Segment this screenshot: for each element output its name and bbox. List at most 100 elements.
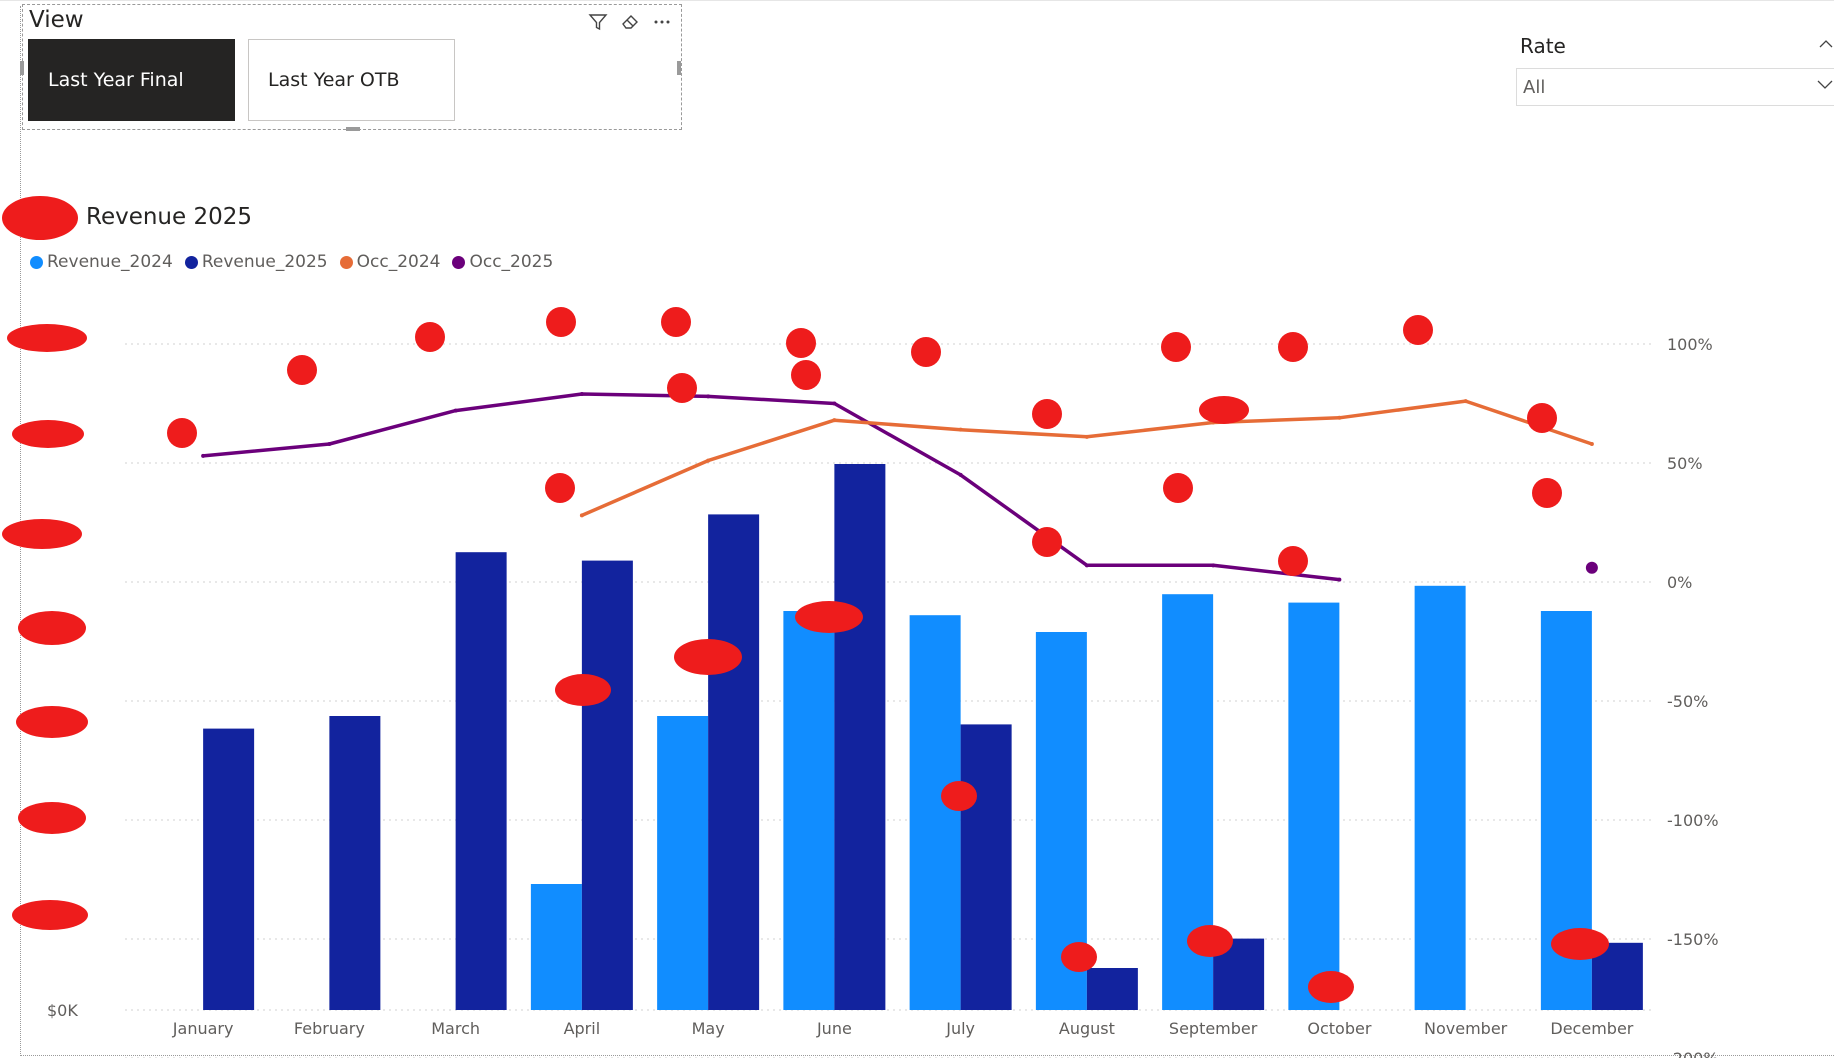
last-year-final-button[interactable]: Last Year Final [28,39,235,121]
redaction-mark [545,473,575,503]
lines [201,391,1598,582]
bar-revenue-2025 [203,728,255,1010]
bar-revenue-2024 [783,611,835,1010]
redaction-mark [1163,473,1193,503]
redaction-mark [1032,399,1062,429]
slicer-toolbar [587,11,673,33]
resize-handle-bottom[interactable] [346,127,360,131]
redaction-mark [415,322,445,352]
right-axis-tick-label: -50% [1667,692,1708,711]
bar-revenue-2025 [960,724,1012,1010]
chart-legend: Revenue_2024 Revenue_2025 Occ_2024 Occ_2… [30,252,553,272]
bar-revenue-2025 [834,464,886,1010]
line-point [1084,563,1089,568]
redaction-mark [12,900,88,930]
redaction-mark [167,418,197,448]
legend-item[interactable]: Revenue_2025 [184,252,328,272]
line-point [1337,577,1342,582]
redaction-mark [1199,396,1249,424]
eraser-icon[interactable] [619,11,641,33]
redaction-mark [941,781,977,811]
resize-handle-left[interactable] [20,61,24,75]
x-tick-label: October [1307,1019,1371,1038]
redaction-mark [18,802,86,834]
redaction-mark [795,601,863,633]
legend-item[interactable]: Occ_2025 [452,252,553,272]
redactions [2,196,1609,1003]
filter-icon[interactable] [587,11,609,33]
chevron-down-icon[interactable] [1816,75,1834,98]
line-point [1463,399,1468,404]
x-tick-label: February [294,1019,365,1038]
redaction-mark [674,639,742,675]
redaction-mark [7,324,87,352]
bars [203,464,1643,1010]
view-slicer[interactable]: View Last Year Final Last Year OTB [20,4,682,131]
bar-revenue-2024 [1414,585,1466,1010]
legend-item[interactable]: Occ_2024 [339,252,440,272]
line-point [832,401,837,406]
rate-dropdown-value: All [1523,77,1546,98]
last-year-otb-button[interactable]: Last Year OTB [248,39,455,121]
bar-revenue-2025 [455,552,507,1010]
line-point [1337,415,1342,420]
bar-revenue-2024 [657,716,709,1010]
redaction-mark [1403,315,1433,345]
redaction-mark [1551,928,1609,960]
chart-title: Revenue 2025 [86,204,253,230]
redaction-mark [16,706,88,738]
redaction-mark [287,355,317,385]
line-point [958,427,963,432]
redaction-mark [1032,527,1062,557]
x-tick-label: June [816,1019,852,1038]
bar-revenue-2024 [909,615,961,1010]
line-point [1211,563,1216,568]
legend-marker [452,255,466,269]
redaction-mark [1278,332,1308,362]
line-point [706,458,711,463]
right-axis-tick-label: -150% [1667,930,1719,949]
redaction-mark [786,328,816,358]
legend-label: Revenue_2025 [201,252,328,272]
x-tick-label: December [1550,1019,1633,1038]
line-point [453,408,458,413]
x-tick-label: November [1424,1019,1508,1038]
redaction-mark [1527,403,1557,433]
resize-handle-right[interactable] [677,61,681,75]
redaction-mark [546,307,576,337]
axis-ticks: January February March April May June July Augu… [47,335,1719,1058]
line-point [958,472,963,477]
left-axis-tick-label: $0K [47,1001,78,1020]
redaction-mark [555,674,611,706]
bar-revenue-2024 [530,884,582,1010]
redaction-mark [1278,546,1308,576]
legend-marker [184,255,198,269]
line-occ-2024 [581,399,1593,518]
line-point [327,441,332,446]
line-point [1084,434,1089,439]
right-axis-tick-label: -200% [1667,1049,1719,1058]
bar-revenue-2025 [581,560,633,1010]
line-point [832,418,837,423]
legend-marker [339,255,353,269]
bar-revenue-2025 [708,514,760,1010]
redaction-mark [791,360,821,390]
redaction-mark [2,519,82,549]
legend-marker [30,255,43,269]
rate-dropdown[interactable]: All [1516,68,1834,106]
bar-revenue-2024 [1288,602,1340,1010]
line-point [706,394,711,399]
x-tick-label: May [692,1019,725,1038]
right-axis-tick-label: -100% [1667,811,1719,830]
redaction-mark [1532,478,1562,508]
x-tick-label: January [172,1019,234,1038]
redaction-mark [661,307,691,337]
redaction-mark [1308,971,1354,1003]
x-tick-label: September [1169,1019,1258,1038]
more-options-icon[interactable] [651,11,673,33]
legend-item[interactable]: Revenue_2024 [30,252,173,272]
redaction-mark [18,611,86,645]
legend-label: Occ_2025 [469,252,554,272]
chevron-up-icon[interactable] [1818,36,1834,57]
right-axis-tick-label: 0% [1667,573,1692,592]
